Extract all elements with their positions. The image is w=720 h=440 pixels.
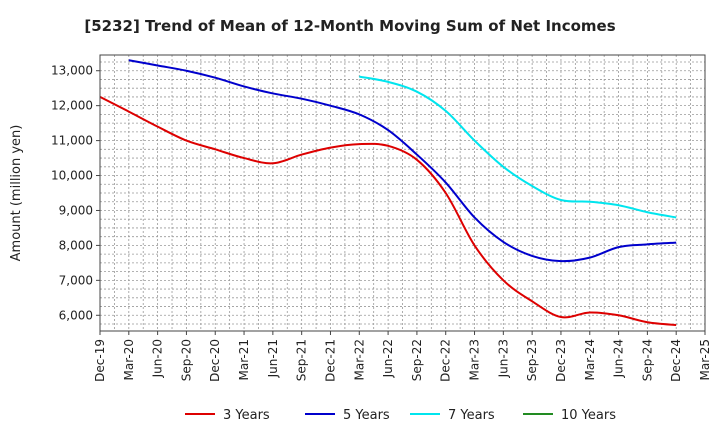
- legend-label: 5 Years: [343, 408, 390, 423]
- y-axis-ticks: 6,000 7,000 8,000 9,000 10,000 11,000 12,000 13…: [51, 64, 100, 322]
- x-tick-label: Dec-21: [323, 339, 337, 382]
- series-line-5-years: [128, 59, 677, 263]
- x-tick-label: Dec-23: [554, 339, 568, 382]
- x-tick-label: Dec-22: [439, 339, 453, 382]
- legend-label: 7 Years: [448, 408, 495, 423]
- x-tick-label: Sep-22: [410, 339, 424, 381]
- x-tick-label: Mar-20: [122, 339, 136, 380]
- x-tick-label: Mar-24: [583, 339, 597, 380]
- y-tick-label: 8,000: [59, 238, 93, 252]
- x-tick-label: Jun-23: [496, 339, 510, 378]
- series-line-3-years: [99, 96, 677, 327]
- x-axis-ticks: Dec-19 Mar-20 Jun-20 Sep-20 Dec-20 Mar-21 Jun-…: [93, 331, 712, 382]
- x-tick-label: Dec-24: [669, 339, 683, 382]
- x-tick-label: Jun-22: [381, 339, 395, 378]
- y-tick-label: 13,000: [51, 64, 93, 78]
- y-tick-label: 9,000: [59, 203, 93, 217]
- series-group: [99, 59, 677, 327]
- x-tick-label: Mar-25: [698, 339, 712, 380]
- grid: [100, 55, 705, 331]
- legend-label: 10 Years: [561, 408, 616, 423]
- x-tick-label: Sep-20: [179, 339, 193, 381]
- series-line-7-years: [359, 75, 677, 219]
- x-tick-label: Jun-20: [151, 339, 165, 378]
- y-tick-label: 10,000: [51, 169, 93, 183]
- x-tick-label: Dec-20: [208, 339, 222, 382]
- legend: 3 Years 5 Years 7 Years 10 Years: [185, 408, 616, 423]
- x-tick-label: Mar-22: [352, 339, 366, 380]
- x-tick-label: Sep-24: [640, 339, 654, 381]
- y-tick-label: 7,000: [59, 273, 93, 287]
- chart-title: [5232] Trend of Mean of 12-Month Moving …: [84, 17, 615, 35]
- x-tick-label: Jun-24: [612, 339, 626, 378]
- y-tick-label: 12,000: [51, 99, 93, 113]
- x-tick-label: Mar-23: [468, 339, 482, 380]
- x-tick-label: Sep-23: [525, 339, 539, 381]
- y-tick-label: 11,000: [51, 134, 93, 148]
- legend-label: 3 Years: [223, 408, 270, 423]
- plot-area-border: [99, 54, 706, 332]
- x-tick-label: Dec-19: [93, 339, 107, 382]
- y-tick-label: 6,000: [59, 308, 93, 322]
- x-tick-label: Mar-21: [237, 339, 251, 380]
- y-axis-label: Amount (million yen): [9, 125, 24, 262]
- x-tick-label: Sep-21: [295, 339, 309, 381]
- x-tick-label: Jun-21: [266, 339, 280, 378]
